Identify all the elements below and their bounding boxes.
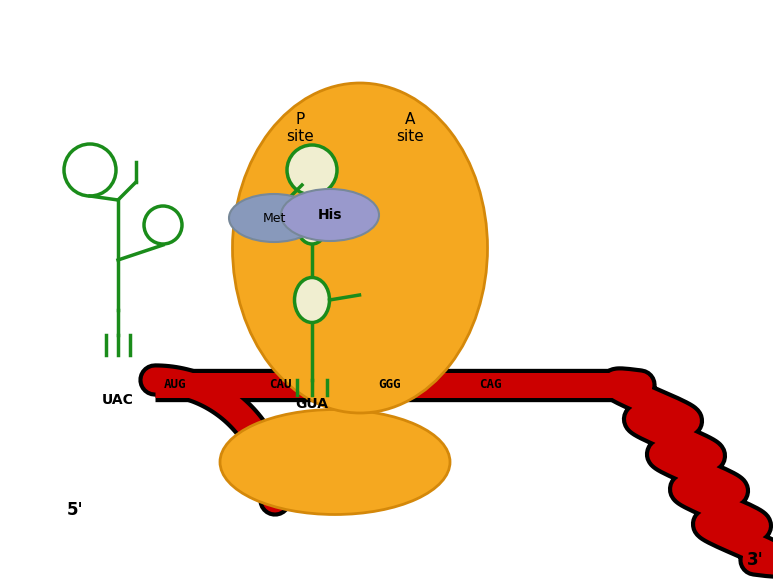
Ellipse shape — [229, 194, 319, 242]
Text: His: His — [318, 208, 342, 222]
Text: 5': 5' — [66, 501, 83, 519]
Text: CAU: CAU — [269, 379, 291, 391]
Text: UAC: UAC — [102, 393, 134, 407]
Text: AUG: AUG — [164, 379, 186, 391]
Text: A
site: A site — [396, 112, 424, 144]
Ellipse shape — [297, 206, 327, 244]
Ellipse shape — [64, 144, 116, 196]
Text: GGG: GGG — [379, 379, 401, 391]
Text: Met: Met — [262, 211, 286, 225]
Text: CAG: CAG — [478, 379, 501, 391]
Ellipse shape — [144, 206, 182, 244]
Ellipse shape — [220, 409, 450, 515]
Ellipse shape — [281, 189, 379, 241]
Text: GUA: GUA — [295, 397, 329, 411]
Ellipse shape — [233, 83, 488, 413]
Ellipse shape — [287, 145, 337, 195]
Ellipse shape — [295, 277, 329, 323]
Text: 3': 3' — [747, 551, 764, 569]
Text: P
site: P site — [286, 112, 314, 144]
